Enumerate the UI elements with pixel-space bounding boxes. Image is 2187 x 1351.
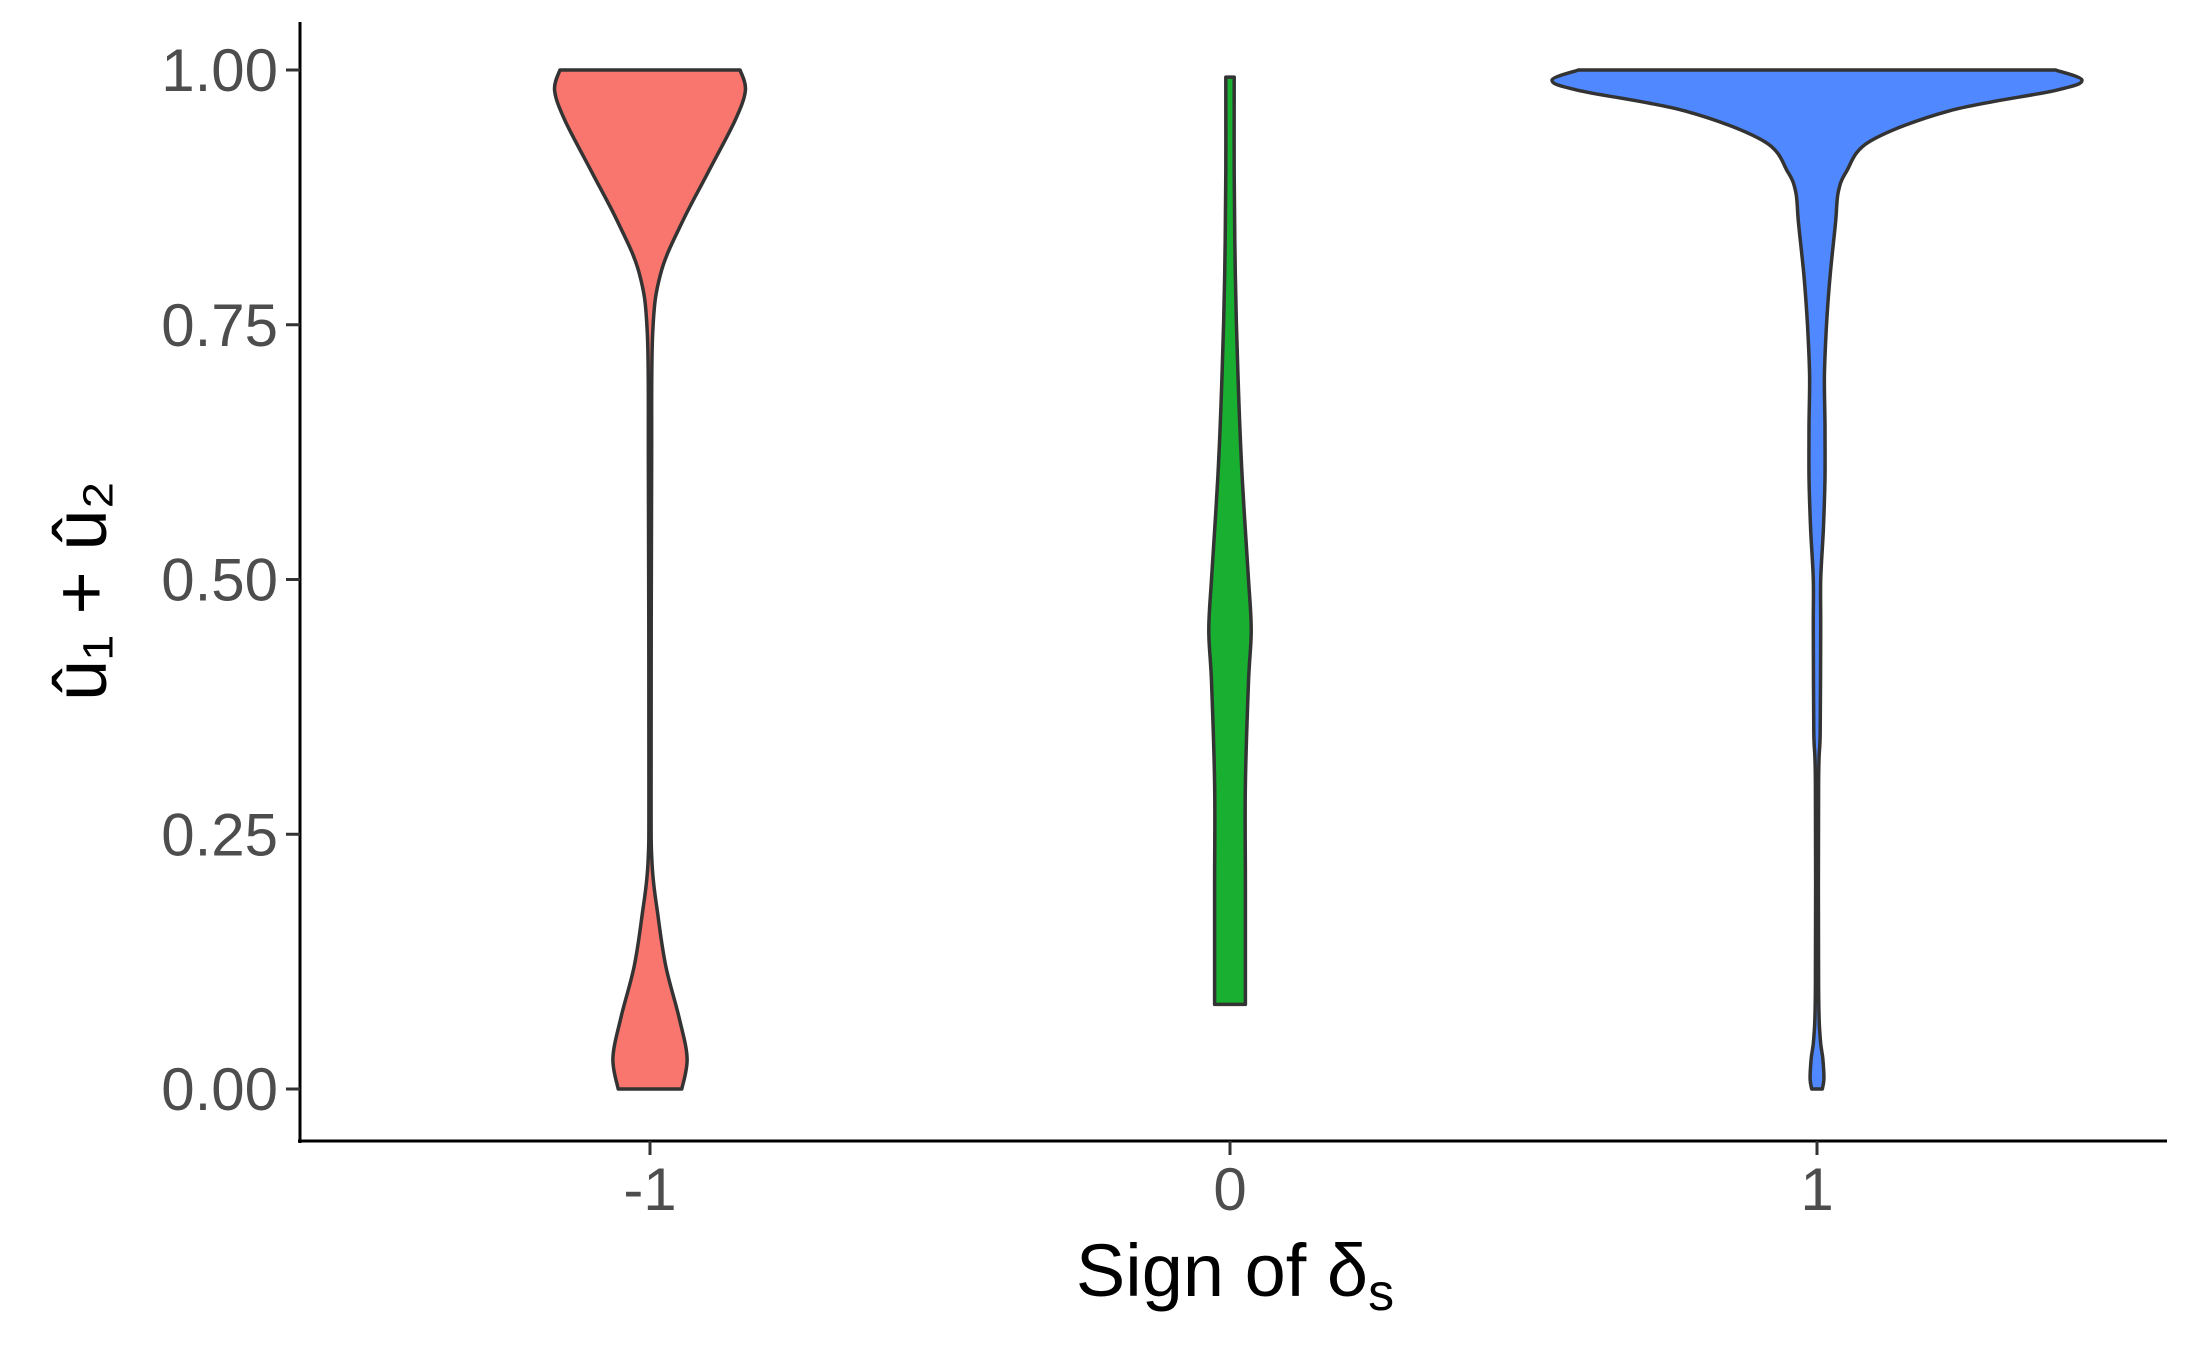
x-tick-label: 0 — [1213, 1156, 1246, 1223]
y-tick-label: 0.00 — [161, 1056, 278, 1123]
violin-zero — [1207, 75, 1253, 1007]
y-tick-label: 1.00 — [161, 37, 278, 104]
y-tick-label: 0.50 — [161, 547, 278, 614]
y-axis-title: û₁ + û₂ — [39, 481, 122, 701]
y-ticks: 0.00 0.25 0.50 0.75 1.00 — [161, 37, 300, 1123]
violin-pos1 — [1550, 68, 2084, 1091]
violin-layer — [552, 68, 2084, 1091]
y-tick-label: 0.75 — [161, 292, 278, 359]
x-tick-label: -1 — [623, 1156, 676, 1223]
violin-neg1 — [552, 68, 748, 1091]
y-tick-label: 0.25 — [161, 801, 278, 868]
x-axis-title: Sign of δs — [1076, 1229, 1394, 1322]
x-tick-label: 1 — [1800, 1156, 1833, 1223]
x-ticks: -1 0 1 — [623, 1141, 1834, 1223]
